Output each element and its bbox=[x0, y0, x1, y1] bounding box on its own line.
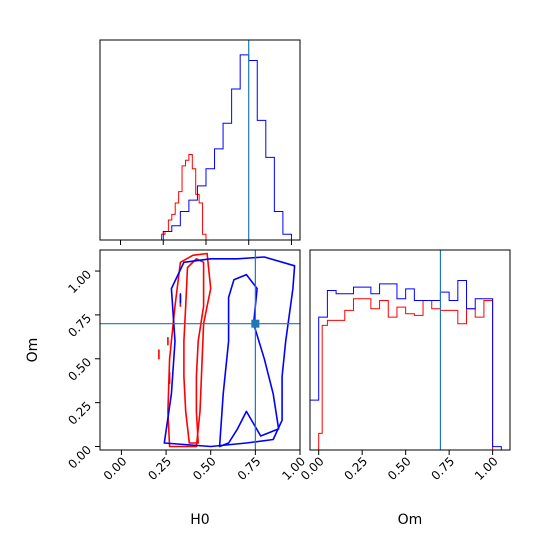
om-x-tick-label-1: 0.25 bbox=[342, 454, 371, 483]
contour-y-tick-label-4: 1.00 bbox=[65, 267, 94, 296]
om-histogram-series-1 bbox=[318, 298, 502, 451]
contour-x-tick-label-1: 0.25 bbox=[145, 454, 174, 483]
contour-y-axis-label: Om bbox=[25, 338, 41, 363]
contour-series-1-level-2 bbox=[167, 252, 212, 448]
h0-marginal-frame bbox=[99, 39, 301, 241]
contour-x-axis-label: H0 bbox=[190, 512, 209, 528]
contour-series-1-level-1 bbox=[183, 257, 205, 444]
contour-x-tick-label-3: 0.75 bbox=[235, 454, 264, 483]
h0-marginal-panel bbox=[99, 39, 301, 245]
contour-x-tick-label-2: 0.50 bbox=[190, 454, 219, 483]
contour-panel: 0.00 0.25 0.50 0.75 1.000.000.250.500.751.00… bbox=[25, 249, 308, 528]
contour-truth-marker bbox=[251, 319, 260, 328]
om-x-axis-label: Om bbox=[398, 512, 423, 528]
contour-y-tick-label-3: 0.75 bbox=[65, 311, 94, 340]
contour-x-tick-label-0: 0.00 bbox=[101, 454, 130, 483]
contour-frame bbox=[99, 249, 301, 451]
om-x-tick-label-3: 0.75 bbox=[428, 454, 457, 483]
h0-histogram-series-2 bbox=[151, 54, 292, 241]
contour-y-tick-label-0: 0.00 bbox=[65, 443, 94, 472]
h0-histogram-series-1 bbox=[161, 154, 207, 240]
om-histogram-series-2 bbox=[309, 280, 502, 450]
contour-y-tick-label-1: 0.25 bbox=[65, 399, 94, 428]
om-x-tick-label-4: 1.00 bbox=[472, 454, 501, 483]
contour-lines-group bbox=[158, 252, 296, 448]
om-x-tick-label-2: 0.50 bbox=[385, 454, 414, 483]
contour-series-2-level-1 bbox=[218, 273, 280, 448]
om-marginal-frame bbox=[309, 249, 511, 451]
contour-series-2-level-2 bbox=[163, 256, 296, 448]
contour-y-tick-label-2: 0.50 bbox=[65, 355, 94, 384]
